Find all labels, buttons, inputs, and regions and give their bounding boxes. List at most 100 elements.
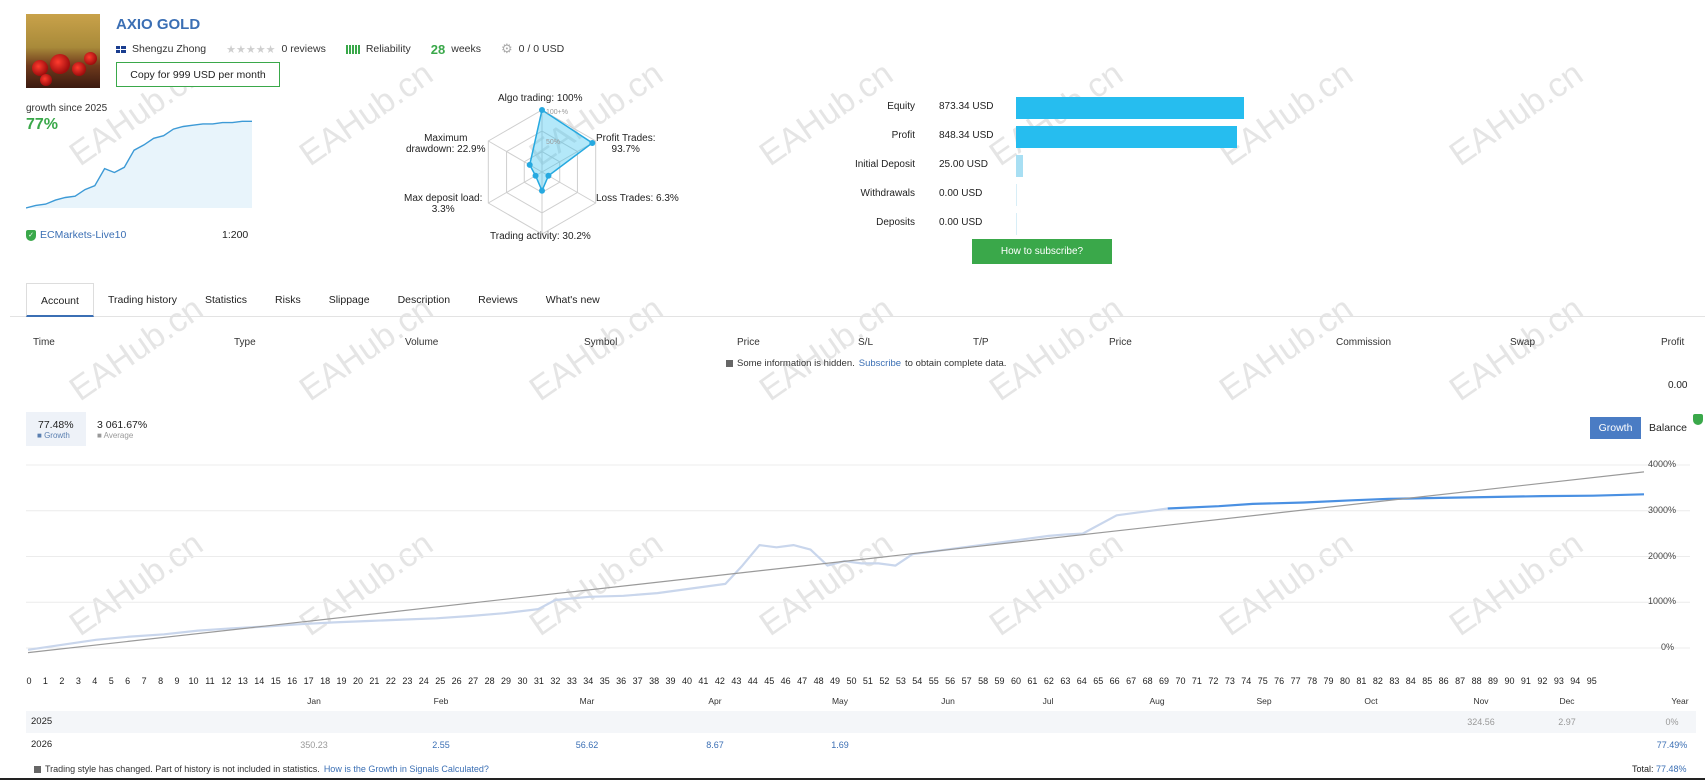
tab-what-s-new[interactable]: What's new <box>545 294 600 306</box>
verified-shield-icon: ✓ <box>26 229 36 241</box>
x-tick-label: 53 <box>895 676 906 686</box>
tab-bar: Account Trading history Statistics Risks Sli… <box>26 283 614 317</box>
x-tick-label: 65 <box>1093 676 1104 686</box>
year-month-value[interactable]: 2.55 <box>432 740 450 750</box>
x-tick-label: 43 <box>731 676 742 686</box>
toggle-growth-button[interactable]: Growth <box>1590 417 1641 439</box>
column-header[interactable]: Price <box>1109 337 1132 348</box>
leverage-value: 1:200 <box>222 229 249 241</box>
tab-statistics[interactable]: Statistics <box>205 294 248 306</box>
x-tick-label: 59 <box>994 676 1005 686</box>
year-month-value[interactable]: 56.62 <box>575 740 599 750</box>
year-label: 2026 <box>31 739 53 750</box>
x-tick-label: 42 <box>714 676 725 686</box>
y-tick-label: 3000% <box>1648 504 1677 515</box>
column-header[interactable]: Type <box>234 337 256 348</box>
signal-meta: Shengzu Zhong ★★★★★ 0 reviews Reliabilit… <box>116 41 564 57</box>
subscribe-link[interactable]: Subscribe <box>858 358 902 369</box>
stat-label: Equity <box>887 101 915 112</box>
column-header[interactable]: Time <box>33 337 55 348</box>
x-tick-label: 83 <box>1389 676 1400 686</box>
legend-growth-value: 77.48% <box>38 419 74 431</box>
stat-label: Initial Deposit <box>854 159 915 170</box>
year-label: 2025 <box>31 716 53 727</box>
radar-point <box>545 172 552 179</box>
tab-trading-history[interactable]: Trading history <box>107 294 178 306</box>
series-line <box>27 507 1168 651</box>
signal-title[interactable]: AXIO GOLD <box>116 16 201 33</box>
legend-growth-box[interactable] <box>26 412 86 446</box>
x-tick-label: 58 <box>978 676 989 686</box>
growth-percent: 77% <box>26 116 59 133</box>
x-tick-label: 9 <box>174 676 180 686</box>
x-tick-label: 70 <box>1175 676 1186 686</box>
stat-label: Deposits <box>876 217 915 228</box>
column-header[interactable]: Symbol <box>584 337 618 348</box>
radar-deposit-label: Max deposit load: 3.3% <box>404 193 483 215</box>
year-month-value[interactable]: 2.97 <box>1558 717 1576 727</box>
x-tick-label: 88 <box>1471 676 1482 686</box>
growth-since-label: growth since 2025 <box>26 103 108 114</box>
x-tick-label: 34 <box>583 676 594 686</box>
stat-bar <box>1016 184 1017 206</box>
x-tick-label: 38 <box>649 676 660 686</box>
column-header[interactable]: Profit <box>1661 337 1685 348</box>
year-month-value[interactable]: 8.67 <box>706 740 724 750</box>
author-name[interactable]: Shengzu Zhong <box>132 43 207 55</box>
legend-average-label: ■ Average <box>97 431 134 440</box>
rating-stars-icon: ★★★★★ <box>226 43 276 56</box>
year-month-value[interactable]: 1.69 <box>831 740 849 750</box>
month-header: Dec <box>1559 696 1575 706</box>
x-tick-label: 69 <box>1159 676 1170 686</box>
watermark: EAHub.cn <box>752 54 900 174</box>
x-tick-label: 52 <box>879 676 890 686</box>
month-header: Feb <box>433 696 449 706</box>
copy-button[interactable]: Copy for 999 USD per month <box>116 62 280 87</box>
x-tick-label: 14 <box>254 676 265 686</box>
column-header[interactable]: Swap <box>1510 337 1536 348</box>
x-tick-label: 45 <box>764 676 775 686</box>
growth-calc-link[interactable]: How is the Growth in Signals Calculated? <box>323 764 489 774</box>
year-month-value[interactable]: 324.56 <box>1467 717 1495 727</box>
month-header: Oct <box>1364 696 1378 706</box>
toggle-balance-button[interactable]: Balance <box>1643 417 1693 439</box>
watermark: EAHub.cn <box>1442 54 1590 174</box>
total-value: Total: 77.48% <box>1632 764 1687 774</box>
stat-value: 848.34 USD <box>939 130 994 141</box>
x-tick-label: 62 <box>1043 676 1054 686</box>
radar-point <box>589 139 596 146</box>
column-header[interactable]: Price <box>737 337 760 348</box>
radar-chart: 100+% 50% <box>487 107 597 235</box>
radar-ring-50: 50% <box>546 139 560 146</box>
stat-bar <box>1016 213 1017 235</box>
x-tick-label: 55 <box>928 676 939 686</box>
tab-risks[interactable]: Risks <box>275 294 301 306</box>
reviews-count[interactable]: 0 reviews <box>281 43 326 55</box>
y-tick-label: 1000% <box>1648 596 1677 607</box>
year-month-value[interactable]: 350.23 <box>300 740 328 750</box>
how-to-subscribe-button[interactable]: How to subscribe? <box>972 239 1112 264</box>
x-tick-label: 73 <box>1224 676 1235 686</box>
column-header[interactable]: Commission <box>1336 337 1392 348</box>
column-header[interactable]: Volume <box>405 337 439 348</box>
x-tick-label: 95 <box>1586 676 1597 686</box>
x-tick-label: 87 <box>1455 676 1466 686</box>
watermark: EAHub.cn <box>752 289 900 409</box>
radar-point <box>532 172 539 179</box>
column-header[interactable]: S/L <box>858 337 874 348</box>
year-month-value[interactable]: 0% <box>1665 717 1679 727</box>
tab-reviews[interactable]: Reviews <box>478 294 518 306</box>
subscribers-value: 0 / 0 USD <box>518 43 565 55</box>
x-tick-label: 31 <box>533 676 544 686</box>
column-header[interactable]: T/P <box>973 337 989 348</box>
tab-account[interactable]: Account <box>26 283 94 317</box>
x-tick-label: 67 <box>1126 676 1137 686</box>
x-tick-label: 72 <box>1208 676 1219 686</box>
tab-description[interactable]: Description <box>397 294 451 306</box>
tab-slippage[interactable]: Slippage <box>328 294 370 306</box>
year-month-value[interactable]: 77.49% <box>1656 740 1688 750</box>
broker-name[interactable]: ECMarkets-Live10 <box>40 229 127 241</box>
x-tick-label: 54 <box>912 676 923 686</box>
broker-link[interactable]: ✓ ECMarkets-Live10 <box>26 229 126 241</box>
footer-note: Trading style has changed. Part of histo… <box>34 764 489 774</box>
